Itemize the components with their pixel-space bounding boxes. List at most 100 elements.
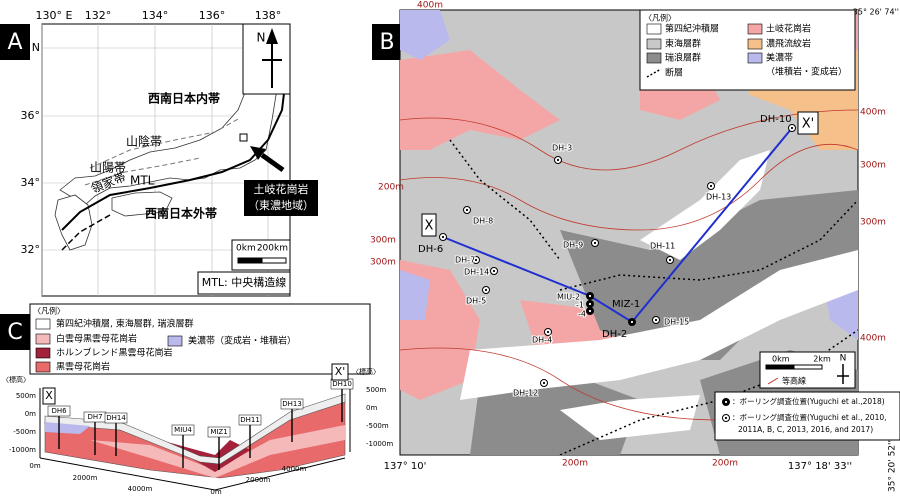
panel-label: A — [7, 30, 22, 55]
borehole-label: DH-9 — [563, 241, 583, 250]
mino-belt — [400, 270, 430, 320]
alluvium — [460, 250, 858, 400]
note-box — [197, 271, 291, 295]
borehole-dot — [724, 416, 728, 420]
legend-swatch — [747, 52, 763, 64]
callout-arrowhead — [250, 146, 266, 160]
borehole-label-box — [104, 412, 128, 424]
legend-label: 第四紀沖積層, 東海層群, 瑞浪層群 — [56, 318, 193, 330]
section-baseline — [39, 457, 346, 491]
legend-label: 東海層群 — [665, 38, 701, 50]
section-end-box — [42, 387, 56, 405]
section-end: X — [45, 389, 53, 402]
panel-label-box — [372, 24, 402, 60]
coordinate-label: 35° 20' 52'' — [888, 440, 898, 492]
borehole-dot — [588, 294, 592, 298]
legend-swatch — [35, 347, 51, 359]
note-box — [714, 391, 900, 441]
section-end: X — [425, 219, 434, 234]
scale-label: 2km — [813, 355, 831, 364]
scale-bar — [765, 364, 795, 370]
legend-label: 黒雲母花崗岩 — [56, 361, 110, 373]
scale-bar — [237, 257, 263, 264]
coordinate-label: 137° 18' 33'' — [788, 461, 852, 472]
coordinate-label: 35° 26' 74'' — [853, 8, 899, 17]
y-tick-label: 500m — [366, 386, 386, 394]
borehole-label-box — [207, 426, 231, 438]
legend-box — [29, 303, 371, 375]
borehole-dot — [588, 302, 592, 306]
longitude-label: 132° — [85, 9, 112, 22]
legend-swatch — [646, 52, 662, 64]
zone-label: 西南日本外帯 — [145, 206, 217, 221]
legend-label: 瑞浪層群 — [665, 52, 701, 64]
x-tick-label: 0m — [210, 488, 221, 496]
legend-swatch — [167, 335, 183, 347]
borehole-label: -4 — [578, 310, 586, 319]
axis-title: 〈標高〉 — [352, 367, 380, 376]
contour-label: 400m — [860, 334, 886, 344]
borehole-label: DH-3 — [552, 144, 572, 153]
legend-swatch — [35, 361, 51, 373]
zone-label: MTL — [130, 174, 155, 188]
borehole-note: ：ボーリング調査位置(Yuguchi et al., 2010, — [732, 412, 887, 422]
section-granite-2 — [90, 425, 345, 478]
fault — [559, 199, 858, 291]
borehole-label: DH10 — [332, 380, 352, 388]
mtl-note: MTL: 中央構造線 — [202, 275, 287, 289]
borehole-label: DH-13 — [706, 193, 731, 202]
section-end-box — [421, 213, 437, 237]
study-area — [239, 133, 248, 142]
contour-label: 300m — [860, 161, 886, 171]
callout-text: 土岐花崗岩 — [254, 182, 309, 196]
legend-swatch — [747, 23, 763, 35]
mino-belt — [400, 10, 450, 60]
borehole-label: DH-14 — [464, 268, 489, 277]
borehole-label: DH11 — [240, 416, 260, 424]
latitude-label: 34° — [21, 176, 41, 189]
scale-bar — [261, 257, 287, 264]
legend-swatch — [646, 23, 662, 35]
borehole-label: DH-10 — [760, 114, 792, 125]
borehole-label: DH13 — [282, 400, 302, 408]
contour — [400, 109, 858, 171]
borehole-label-box — [171, 424, 195, 436]
x-tick-label: 2000m — [73, 474, 98, 482]
legend-label: 美濃帯 — [766, 52, 793, 64]
mtl-line — [61, 59, 289, 231]
alluvium — [560, 395, 700, 440]
legend-label: （堆積岩・変成岩） — [766, 66, 847, 78]
scale-bar — [793, 364, 823, 370]
borehole-dot — [668, 258, 672, 262]
borehole-label-box — [47, 405, 71, 417]
legend-swatch — [646, 68, 662, 78]
north-arrow — [837, 364, 849, 384]
section-end-box — [797, 111, 819, 135]
coordinate-label: 137° 10' — [384, 461, 427, 472]
borehole-dot — [709, 184, 713, 188]
zone-label: 山陽帯 — [90, 161, 126, 175]
alluvium — [640, 150, 770, 260]
panel-label-box — [0, 24, 30, 60]
borehole-label: DH-2 — [602, 329, 627, 340]
borehole-dot — [465, 208, 469, 212]
legend-title: 〈凡例〉 — [33, 306, 65, 316]
borehole-dot — [492, 269, 496, 273]
section-end: X' — [335, 365, 346, 378]
borehole-dot — [546, 330, 550, 334]
zone-label: 山陰帯 — [126, 135, 162, 149]
longitude-label: 136° — [199, 9, 226, 22]
coastline — [111, 191, 173, 217]
axis-title: 〈標高〉 — [2, 375, 30, 384]
x-tick-label: 2000m — [246, 476, 271, 484]
borehole-dot — [556, 158, 560, 162]
borehole-dot — [790, 126, 794, 130]
scale-box — [759, 351, 856, 389]
contour — [400, 143, 858, 231]
borehole-dot — [474, 258, 478, 262]
borehole-label: MIU4 — [174, 426, 192, 434]
borehole-label: DH-15 — [664, 318, 689, 327]
callout-box — [244, 180, 318, 216]
section-end: X' — [802, 117, 814, 132]
